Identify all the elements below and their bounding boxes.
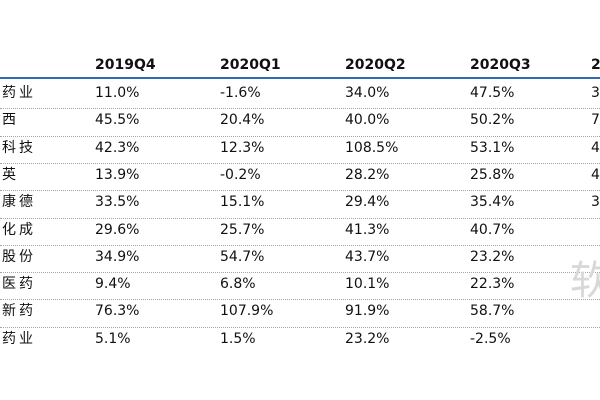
value-cell: 91.9% [345, 303, 390, 320]
value-cell: 12.3% [220, 139, 265, 156]
row-separator [0, 272, 600, 274]
row-name: 英 [2, 166, 19, 183]
row-name: 股份 [2, 248, 36, 265]
value-cell: 54.7% [220, 248, 265, 265]
value-cell: 6.8% [220, 276, 256, 293]
row-separator [0, 108, 600, 110]
row-separator [0, 217, 600, 219]
value-cell: 34.9% [95, 248, 140, 265]
value-cell: 34.0% [345, 85, 390, 101]
value-cell: 58.7% [470, 303, 515, 320]
value-cell: 15.1% [220, 194, 265, 211]
value-cell: 10.1% [345, 276, 390, 293]
value-cell: 13.9% [95, 166, 140, 183]
value-cell: 3 [591, 194, 600, 211]
value-cell: 41.3% [345, 221, 390, 238]
value-cell: 108.5% [345, 139, 399, 156]
value-cell: 5.1% [95, 330, 131, 344]
row-separator [0, 190, 600, 192]
value-cell: 20.4% [220, 112, 265, 129]
value-cell: 47.5% [470, 85, 515, 101]
row-separator [0, 135, 600, 137]
header-rule [0, 77, 600, 79]
value-cell: 4 [591, 166, 600, 183]
value-cell: 25.7% [220, 221, 265, 238]
value-cell: 42.3% [95, 139, 140, 156]
header-cell: 2019Q4 [95, 57, 156, 73]
value-cell: 11.0% [95, 85, 140, 101]
value-cell: 22.3% [470, 276, 515, 293]
value-cell: 4 [591, 139, 600, 156]
row-name: 新药 [2, 303, 36, 320]
value-cell: 3 [591, 85, 600, 101]
value-cell: 107.9% [220, 303, 274, 320]
value-cell: -2.5% [470, 330, 511, 344]
value-cell: 1.5% [220, 330, 256, 344]
value-cell: 76.3% [95, 303, 140, 320]
value-cell: 29.4% [345, 194, 390, 211]
value-cell: 40.0% [345, 112, 390, 129]
header-cell: 2020Q3 [470, 57, 531, 73]
value-cell: 33.5% [95, 194, 140, 211]
value-cell: -1.6% [220, 85, 261, 101]
row-name: 康德 [2, 194, 36, 211]
value-cell: 43.7% [345, 248, 390, 265]
value-cell: -0.2% [220, 166, 261, 183]
value-cell: 23.2% [470, 248, 515, 265]
value-cell: 45.5% [95, 112, 140, 129]
header-cell: 2 [591, 57, 600, 73]
row-name: 药业 [2, 85, 36, 101]
value-cell: 9.4% [95, 276, 131, 293]
row-separator [0, 326, 600, 328]
row-name: 化成 [2, 221, 36, 238]
row-separator [0, 162, 600, 164]
row-name: 科技 [2, 139, 36, 156]
value-cell: 23.2% [345, 330, 390, 344]
table: 2019Q4 2020Q1 2020Q2 2020Q3 2 药业 11.0% -1.6% 34.… [0, 57, 600, 344]
watermark: 软 [570, 258, 600, 304]
value-cell: 40.7% [470, 221, 515, 238]
value-cell: 50.2% [470, 112, 515, 129]
row-name: 西 [2, 112, 19, 129]
header-cell: 2020Q2 [345, 57, 406, 73]
value-cell: 35.4% [470, 194, 515, 211]
value-cell: 28.2% [345, 166, 390, 183]
value-cell: 53.1% [470, 139, 515, 156]
row-name: 医药 [2, 276, 36, 293]
row-separator [0, 299, 600, 301]
header-cell: 2020Q1 [220, 57, 281, 73]
value-cell: 7 [591, 112, 600, 129]
value-cell: 25.8% [470, 166, 515, 183]
value-cell: 29.6% [95, 221, 140, 238]
row-separator [0, 244, 600, 246]
row-name: 药业 [2, 330, 36, 344]
